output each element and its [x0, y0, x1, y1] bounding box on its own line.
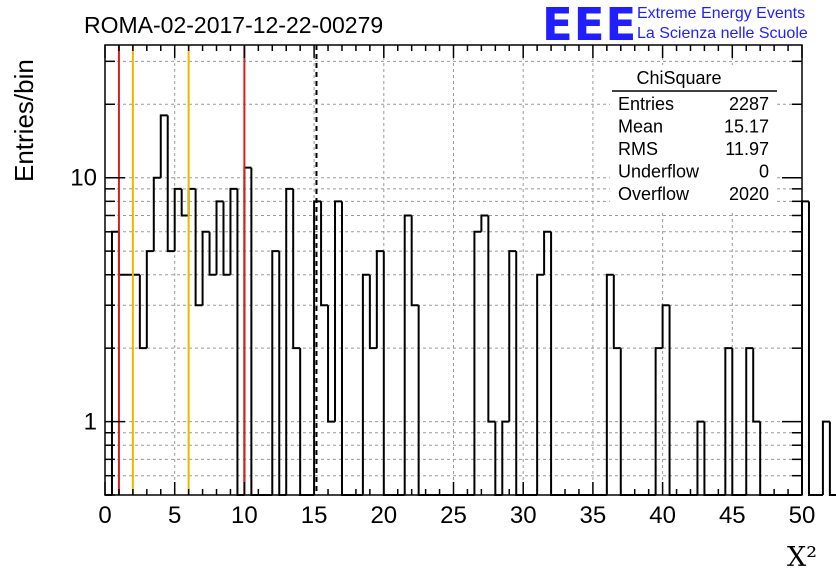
x-tick-label: 50 — [789, 502, 816, 529]
x-tick-label: 25 — [440, 502, 467, 529]
stats-value: 15.17 — [724, 117, 769, 137]
histogram-bin — [145, 250, 154, 349]
stats-label: Entries — [618, 94, 674, 114]
histogram-bin — [828, 421, 836, 496]
histogram-bin — [222, 201, 231, 276]
histogram-bin — [612, 274, 621, 350]
histogram-bin — [745, 347, 754, 495]
chart-title: ROMA-02-2017-12-22-00279 — [84, 12, 383, 38]
histogram-bin — [138, 274, 147, 350]
stats-value: 11.97 — [725, 139, 769, 159]
histogram-bin — [661, 304, 670, 349]
stats-label: Mean — [618, 117, 663, 137]
x-tick-label: 35 — [580, 502, 607, 529]
histogram-bin — [752, 348, 761, 423]
histogram-bin — [536, 273, 545, 495]
histogram-bin — [508, 250, 517, 422]
histogram-bin — [292, 188, 301, 350]
histogram-bin — [501, 420, 510, 495]
axes: 0 5 10 15 20 25 30 35 40 45 50 1 10 — [70, 44, 816, 529]
histogram-bin — [696, 420, 705, 495]
stats-rows: Entries 2287 Mean 15.17 RMS 11.97 Underflow 0 Ov… — [618, 94, 769, 204]
histogram-bin — [807, 201, 816, 496]
histogram-bin — [724, 347, 733, 495]
x-tick-label: 10 — [231, 502, 258, 529]
histogram-bin — [208, 231, 217, 276]
stats-box: ChiSquare Entries 2287 Mean 15.17 RMS 11.97 Un… — [610, 65, 777, 210]
stats-label: Overflow — [618, 184, 690, 204]
histogram-bin — [473, 230, 482, 495]
stats-title: ChiSquare — [636, 68, 721, 88]
histogram-bin — [159, 114, 168, 178]
histogram-bin — [487, 215, 496, 423]
histogram-bin — [152, 176, 161, 252]
stats-box-background — [610, 65, 775, 210]
histogram-bin — [201, 230, 210, 306]
histogram-bin — [271, 250, 280, 495]
y-axis-label: Entries/bin — [9, 59, 39, 182]
histogram-bin — [361, 273, 370, 495]
stats-label: RMS — [618, 139, 658, 159]
x-tick-label: 15 — [301, 502, 328, 529]
histogram-bin — [313, 200, 322, 495]
histogram-bin — [368, 274, 377, 350]
histogram-bin — [285, 187, 294, 495]
stats-value: 2020 — [729, 184, 769, 204]
x-tick-label: 40 — [649, 502, 676, 529]
x-tick-label: 20 — [370, 502, 397, 529]
histogram-bin — [334, 200, 342, 422]
y-tick-label: 10 — [70, 165, 97, 192]
histogram-bin — [194, 188, 203, 307]
histogram-bin — [180, 188, 189, 217]
histogram-bin — [173, 187, 182, 252]
stats-value: 2287 — [729, 94, 769, 114]
histogram-bin — [375, 250, 384, 349]
histogram-bin — [166, 115, 175, 253]
histogram-bin — [543, 230, 552, 275]
x-tick-label: 5 — [168, 502, 181, 529]
histogram-bin — [215, 200, 224, 275]
eee-logo: EEE Extreme Energy Events La Scienza nel… — [542, 0, 808, 51]
histogram-bin — [403, 214, 412, 495]
x-tick-label: 0 — [98, 502, 111, 529]
histogram-bin — [327, 305, 336, 423]
x-axis-label: X² — [787, 542, 817, 572]
histogram-bin — [410, 215, 419, 307]
logo-line-2: La Scienza nelle Scuole — [637, 25, 808, 42]
x-tick-label: 30 — [510, 502, 537, 529]
histogram-bin — [320, 201, 329, 307]
histogram-bin — [654, 347, 663, 495]
y-tick-label: 1 — [84, 409, 97, 436]
logo-line-1: Extreme Energy Events — [637, 5, 805, 22]
logo-letters: EEE — [542, 0, 637, 51]
histogram-bin — [821, 420, 830, 495]
reference-lines — [117, 45, 318, 495]
x-tick-label: 45 — [719, 502, 746, 529]
histogram-bin — [229, 187, 238, 275]
stats-label: Underflow — [618, 162, 700, 182]
histogram-bin — [480, 214, 489, 232]
stats-value: 0 — [759, 162, 769, 182]
histogram-bin — [605, 273, 614, 495]
